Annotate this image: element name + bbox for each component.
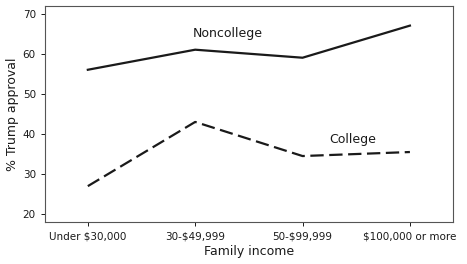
Text: Noncollege: Noncollege: [192, 27, 262, 40]
Text: College: College: [329, 133, 376, 146]
Y-axis label: % Trump approval: % Trump approval: [6, 57, 19, 171]
X-axis label: Family income: Family income: [204, 246, 294, 258]
